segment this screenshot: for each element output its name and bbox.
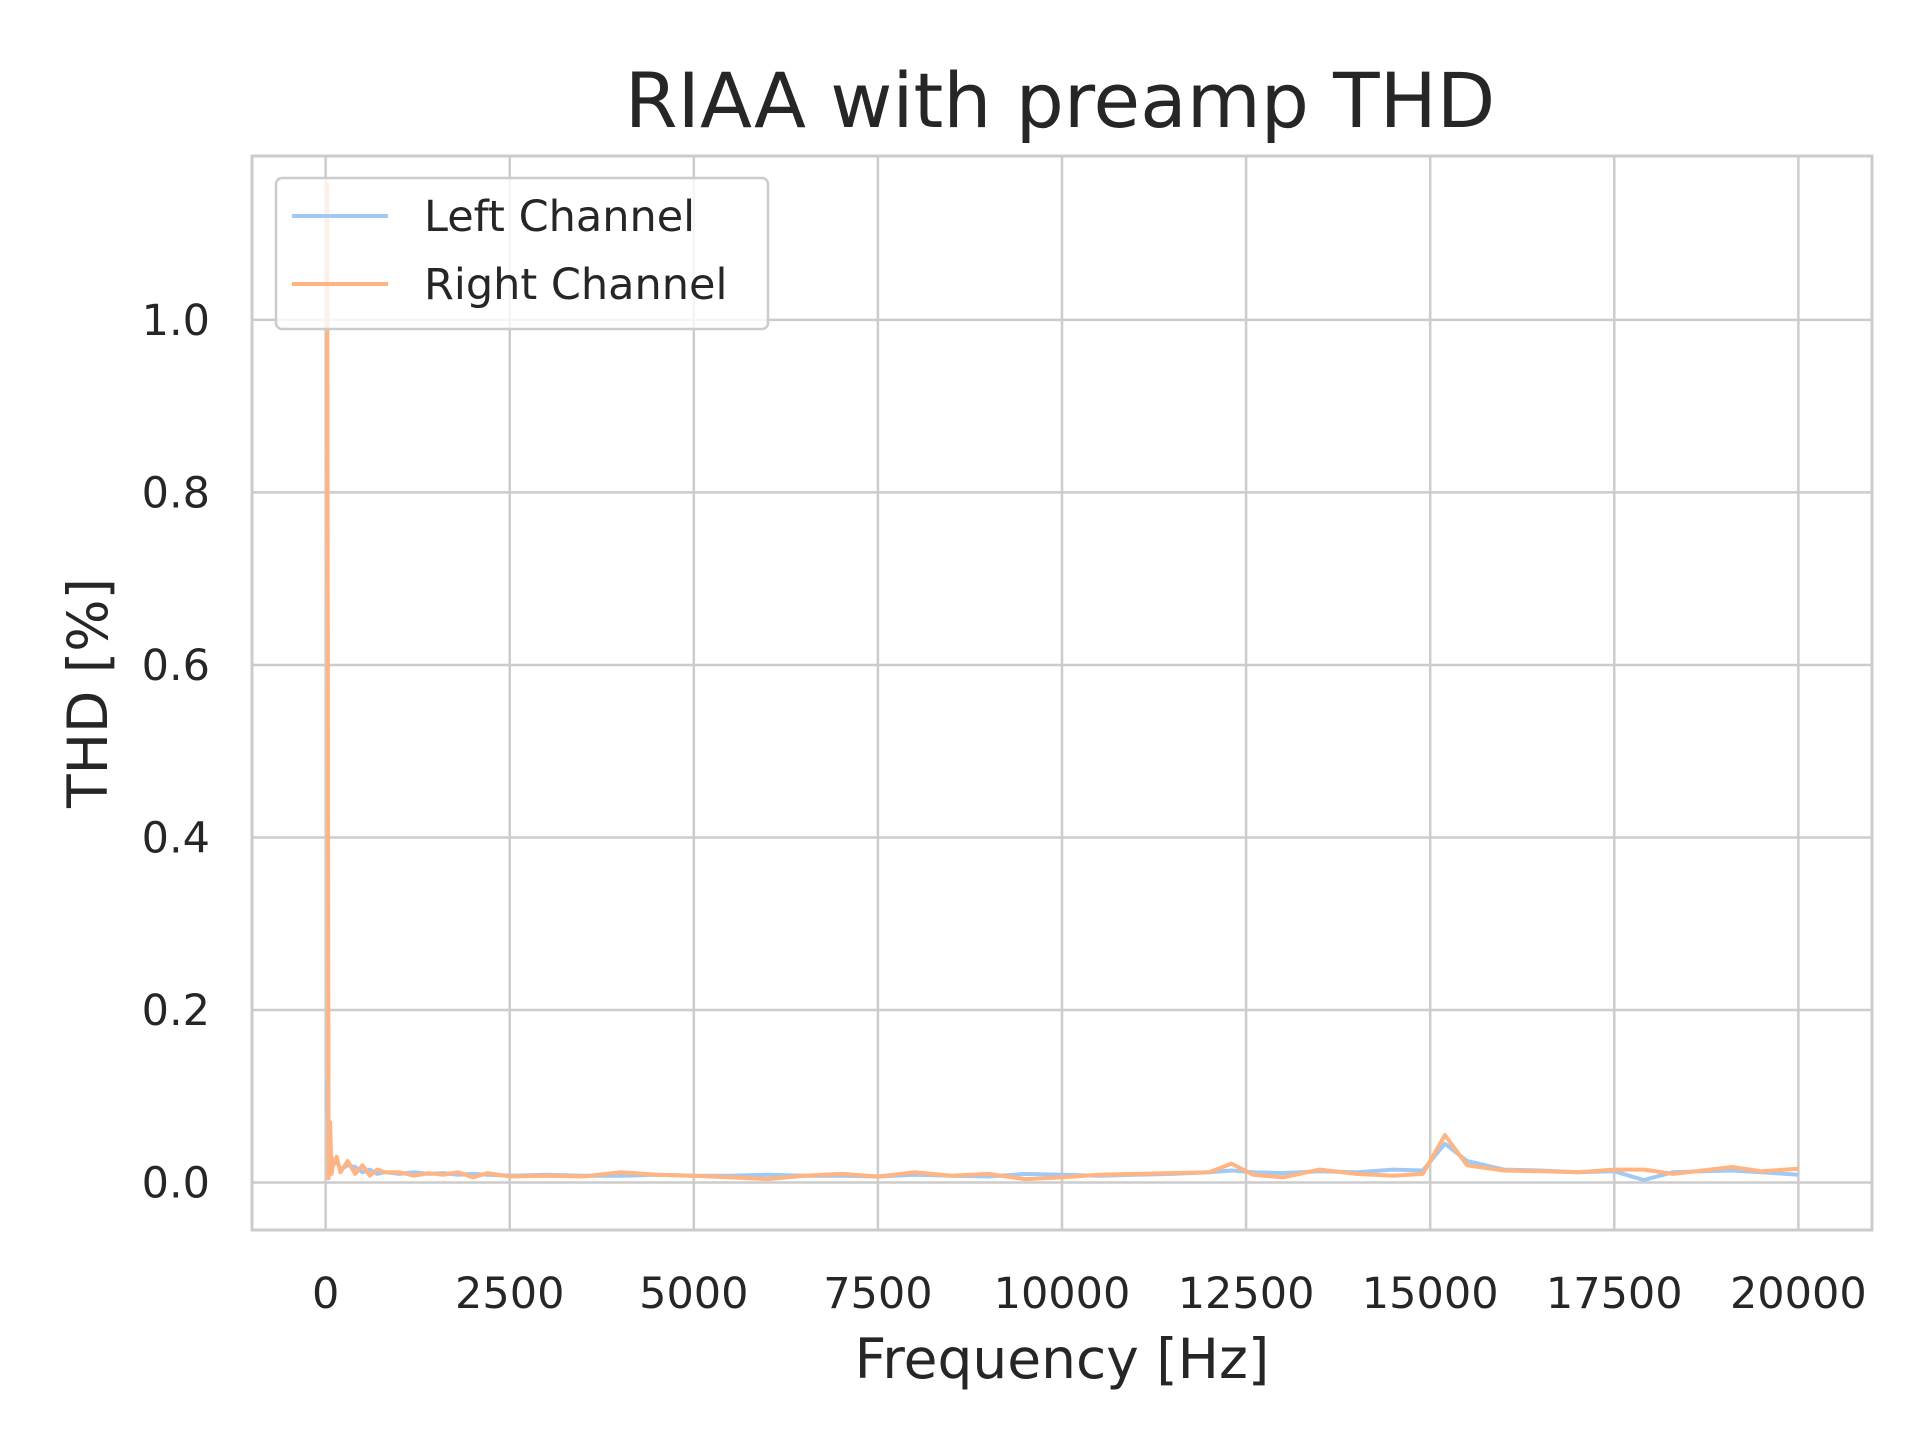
y-tick-label: 0.4 [142,813,210,863]
y-tick-label: 0.6 [142,641,210,691]
legend-label-right-channel: Right Channel [424,260,727,310]
legend-label-left-channel: Left Channel [424,192,695,242]
x-tick-label: 5000 [639,1269,748,1319]
x-tick-label: 10000 [994,1269,1131,1319]
x-axis-ticks: 0 2500 5000 7500 10000 12500 15000 17500 20000 [312,1269,1867,1319]
y-tick-label: 0.8 [142,468,210,518]
legend: Left Channel Right Channel [274,176,770,331]
plot-area [325,181,1799,1182]
grid [252,156,1872,1230]
x-tick-label: 7500 [823,1269,932,1319]
x-tick-label: 0 [312,1269,339,1319]
plot-frame [250,154,1874,1232]
x-axis-label: Frequency [Hz] [855,1327,1270,1391]
x-tick-label: 20000 [1730,1269,1867,1319]
legend-box [274,176,770,331]
x-tick-label: 12500 [1178,1269,1315,1319]
y-tick-label: 0.0 [142,1159,210,1209]
y-tick-label: 1.0 [142,296,210,346]
series-line-right-channel [325,181,1799,1182]
y-tick-label: 0.2 [142,986,210,1036]
chart-title: RIAA with preamp THD [625,56,1496,145]
y-axis-ticks: 0.0 0.2 0.4 0.6 0.8 1.0 [142,296,210,1209]
x-tick-label: 15000 [1362,1269,1499,1319]
y-axis-label: THD [%] [56,578,120,809]
x-tick-label: 17500 [1546,1269,1683,1319]
x-tick-label: 2500 [455,1269,564,1319]
